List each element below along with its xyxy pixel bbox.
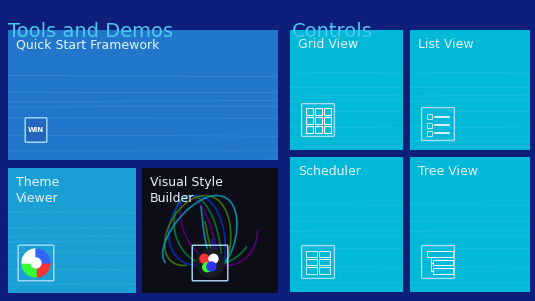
FancyBboxPatch shape <box>410 30 530 150</box>
Polygon shape <box>22 249 36 263</box>
Bar <box>305 267 317 274</box>
Bar <box>324 107 331 115</box>
FancyBboxPatch shape <box>290 157 403 292</box>
Bar <box>315 126 322 133</box>
Text: Theme
Viewer: Theme Viewer <box>16 176 59 205</box>
Polygon shape <box>22 263 36 277</box>
Bar <box>305 259 317 265</box>
Circle shape <box>200 254 209 263</box>
Text: Controls: Controls <box>292 22 373 41</box>
Text: Grid View: Grid View <box>298 38 358 51</box>
Bar <box>426 251 453 257</box>
FancyBboxPatch shape <box>25 118 47 142</box>
Bar <box>305 251 317 257</box>
Circle shape <box>196 249 224 277</box>
Bar <box>426 131 432 136</box>
Text: Tools and Demos: Tools and Demos <box>8 22 173 41</box>
Bar <box>433 268 453 274</box>
Bar <box>324 126 331 133</box>
FancyBboxPatch shape <box>290 30 403 150</box>
Bar <box>319 267 331 274</box>
Bar <box>433 260 453 265</box>
Circle shape <box>203 263 212 272</box>
Text: WIN: WIN <box>28 127 44 133</box>
FancyBboxPatch shape <box>8 30 278 160</box>
Bar <box>305 126 313 133</box>
Polygon shape <box>36 263 50 277</box>
Bar <box>319 251 331 257</box>
Circle shape <box>207 262 216 271</box>
Polygon shape <box>36 249 50 263</box>
Bar <box>305 107 313 115</box>
Bar <box>305 117 313 124</box>
Bar <box>426 123 432 128</box>
Bar <box>315 107 322 115</box>
FancyBboxPatch shape <box>8 168 136 293</box>
FancyBboxPatch shape <box>142 168 278 293</box>
Bar <box>324 117 331 124</box>
Circle shape <box>209 254 218 263</box>
Text: Quick Start Framework: Quick Start Framework <box>16 38 159 51</box>
Text: Visual Style
Builder: Visual Style Builder <box>150 176 223 205</box>
Bar <box>319 259 331 265</box>
Text: List View: List View <box>418 38 473 51</box>
Text: Scheduler: Scheduler <box>298 165 361 178</box>
Circle shape <box>31 258 41 268</box>
Bar <box>426 114 432 119</box>
FancyBboxPatch shape <box>410 157 530 292</box>
Text: Tree View: Tree View <box>418 165 478 178</box>
Bar <box>315 117 322 124</box>
